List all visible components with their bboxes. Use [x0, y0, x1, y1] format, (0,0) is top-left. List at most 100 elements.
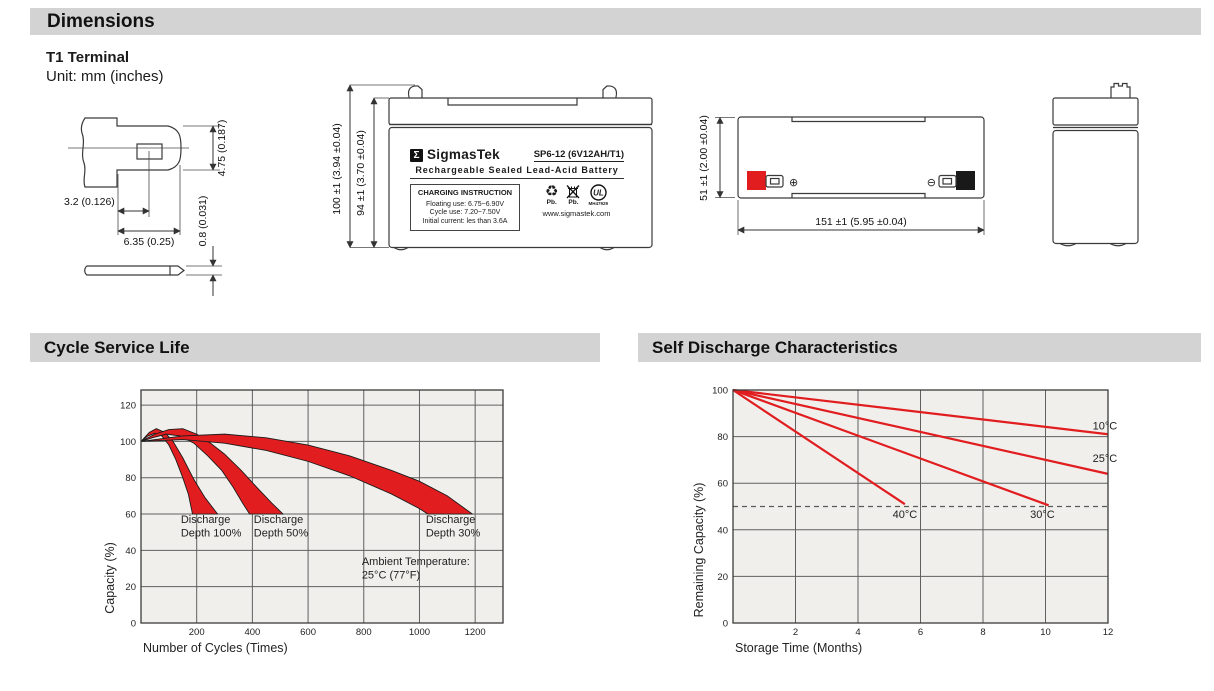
chart-annotation: Depth 30%: [426, 528, 481, 540]
y-tick-label: 100: [120, 437, 136, 448]
line-25°C: [732, 388, 1109, 475]
chart-annotation: Depth 50%: [254, 528, 309, 540]
y-tick-label: 100: [712, 386, 728, 397]
website-url: www.sigmastek.com: [542, 209, 611, 218]
icons-row: ♻ Pb. Pb.: [545, 184, 608, 206]
cycle-service-life-header: Cycle Service Life: [30, 333, 600, 362]
line-30°C: [732, 388, 1050, 507]
side-body: [1052, 129, 1139, 245]
recycle-icon: ♻: [545, 183, 559, 200]
x-tick-label: 1200: [465, 627, 486, 638]
terminal-type-title: T1 Terminal: [46, 49, 130, 66]
chart-annotation: 30°C: [1030, 509, 1055, 521]
positive-symbol: ⊕: [789, 177, 798, 189]
dimensions-section-header: Dimensions: [30, 8, 1201, 35]
x-tick-label: 1000: [409, 627, 430, 638]
dim-text-blade-height: 4.75 (0.187): [216, 120, 228, 177]
y-tick-label: 60: [717, 479, 728, 490]
charging-line-floating: Floating use: 6.75~6.90V: [425, 201, 505, 208]
chart-annotation: 25°C (77°F): [362, 569, 420, 581]
x-tick-label: 8: [980, 627, 985, 638]
y-tick-label: 40: [717, 525, 728, 536]
charging-line-cycle: Cycle use: 7.20~7.50V: [429, 209, 501, 217]
y-tick-label: 120: [120, 401, 136, 412]
battery-front-view: 100 ±1 (3.94 ±0.04) 94 ±1 (3.70 ±0.04) Σ…: [330, 72, 665, 272]
crossed-bin-icon: [566, 185, 580, 199]
dim-text-hole-offset: 3.2 (0.126): [64, 196, 115, 208]
t1-terminal-drawing: 4.75 (0.187) 3.2 (0.126) 6.35 (0.25) 0.8…: [64, 117, 228, 296]
y-tick-label: 0: [131, 619, 136, 630]
negative-connector-slot: [942, 177, 953, 185]
brand-row: Σ SigmasTek SP6-12 (6V12AH/T1): [410, 146, 624, 162]
x-tick-label: 200: [189, 627, 205, 638]
negative-terminal-black: [956, 171, 975, 190]
self-discharge-header: Self Discharge Characteristics: [638, 333, 1201, 362]
x-axis-title: Storage Time (Months): [735, 641, 862, 655]
chart-annotation: Depth 100%: [181, 528, 242, 540]
recycle-pb-mark: ♻ Pb.: [545, 184, 558, 206]
label-subtitle: Rechargeable Sealed Lead-Acid Battery: [410, 165, 624, 179]
self-discharge-chart: 2 4 6 8 10 12 0 20 40 60 80 100 Storage Time (Months…: [692, 386, 1117, 656]
band-Discharge Depth 30%: [140, 433, 474, 515]
model-number: SP6-12 (6V12AH/T1): [533, 149, 624, 162]
sigmastek-logo-icon: Σ: [410, 149, 423, 162]
top-recess: [791, 117, 926, 123]
recycle-pb-text: Pb.: [546, 199, 557, 206]
label-content-row: CHARGING INSTRUCTION Floating use: 6.75~…: [410, 184, 624, 232]
y-axis-title: Remaining Capacity (%): [692, 483, 706, 618]
side-terminal: [1110, 82, 1131, 98]
dim-text-thickness: 0.8 (0.031): [197, 196, 209, 247]
chart-annotation: Discharge: [426, 514, 476, 526]
self-discharge-title: Self Discharge Characteristics: [652, 337, 898, 357]
side-lid: [1052, 97, 1139, 126]
y-tick-label: 40: [125, 546, 136, 557]
negative-connector: [938, 174, 957, 188]
lid-recess: [447, 98, 578, 106]
cycle-service-life-chart: 200 400 600 800 1000 1200 0 20 40 60 80 100 120 Numbe…: [103, 389, 504, 655]
battery-side-view: [1052, 82, 1139, 247]
dim-text-total-height: 100 ±1 (3.94 ±0.04): [331, 123, 343, 215]
label-icons-area: ♻ Pb. Pb.: [529, 184, 624, 231]
positive-terminal-red: [747, 171, 766, 190]
chart-annotation: Discharge: [181, 514, 231, 526]
battery-lid: [388, 97, 653, 126]
charging-instruction-box: CHARGING INSTRUCTION Floating use: 6.75~…: [410, 184, 520, 232]
charging-title: CHARGING INSTRUCTION: [417, 188, 513, 197]
y-tick-label: 20: [125, 582, 136, 593]
x-tick-label: 4: [855, 627, 860, 638]
y-tick-label: 20: [717, 572, 728, 583]
left-handle: [407, 85, 423, 99]
x-tick-label: 2: [793, 627, 798, 638]
x-tick-label: 800: [356, 627, 372, 638]
chart-annotation: 40°C: [893, 509, 918, 521]
svg-text:UL: UL: [593, 189, 604, 198]
battery-top-view: ⊕ ⊖ 51 ±1 (2.00 ±0.04) 151 ±1 (5.95 ±0.0…: [698, 115, 985, 235]
charging-line-initial: Initial current: les than 3.6A: [422, 217, 508, 225]
brand-name: SigmasTek: [427, 147, 500, 162]
y-tick-label: 60: [125, 510, 136, 521]
ul-mark: UL MH47929: [588, 184, 608, 206]
crossed-bin-pb-mark: Pb.: [566, 184, 580, 206]
positive-connector: [765, 174, 784, 188]
x-tick-label: 400: [244, 627, 260, 638]
front-view-outline: 100 ±1 (3.94 ±0.04) 94 ±1 (3.70 ±0.04): [331, 84, 653, 251]
ul-file-number: MH47929: [588, 201, 608, 206]
right-handle: [602, 85, 618, 99]
left-foot: [393, 246, 409, 251]
cycle-service-life-title: Cycle Service Life: [44, 337, 190, 357]
chart-annotation: Discharge: [254, 514, 304, 526]
ul-icon: UL: [590, 184, 607, 201]
y-tick-label: 80: [125, 473, 136, 484]
battery-body: [388, 126, 653, 249]
terminal-tab-outline: [80, 117, 182, 188]
dim-text-case-height: 94 ±1 (3.70 ±0.04): [355, 130, 367, 216]
x-axis-title: Number of Cycles (Times): [143, 641, 288, 655]
chart-annotation: Ambient Temperature:: [362, 556, 470, 568]
line-10°C: [732, 388, 1109, 436]
bin-pb-text: Pb.: [568, 199, 579, 206]
right-foot: [599, 246, 615, 251]
y-tick-label: 80: [717, 432, 728, 443]
y-axis-title: Capacity (%): [103, 542, 117, 614]
negative-symbol: ⊖: [927, 177, 936, 189]
